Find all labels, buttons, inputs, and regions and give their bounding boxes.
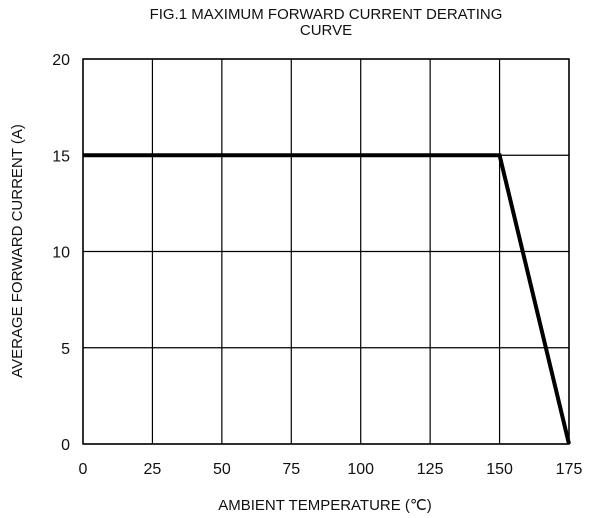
x-tick-label: 25 <box>144 461 162 478</box>
y-tick-label: 15 <box>52 148 70 165</box>
y-axis-label: AVERAGE FORWARD CURRENT (A) <box>9 124 26 378</box>
x-tick-label: 100 <box>347 461 374 478</box>
x-tick-label: 75 <box>282 461 300 478</box>
x-tick-label: 175 <box>556 461 583 478</box>
y-tick-label: 0 <box>61 437 70 454</box>
chart-title-line-2: CURVE <box>299 22 353 39</box>
x-axis-label: AMBIENT TEMPERATURE (℃) <box>218 497 432 514</box>
y-tick-label: 20 <box>52 52 70 69</box>
y-tick-label: 10 <box>52 245 70 262</box>
x-tick-label: 150 <box>486 461 513 478</box>
x-tick-label: 50 <box>213 461 231 478</box>
derating-curve-line <box>83 153 571 445</box>
x-tick-label: 0 <box>79 461 88 478</box>
x-tick-label: 125 <box>417 461 444 478</box>
chart-title-line-1: FIG.1 MAXIMUM FORWARD CURRENT DERATING <box>149 6 503 23</box>
y-tick-label: 5 <box>61 341 70 358</box>
